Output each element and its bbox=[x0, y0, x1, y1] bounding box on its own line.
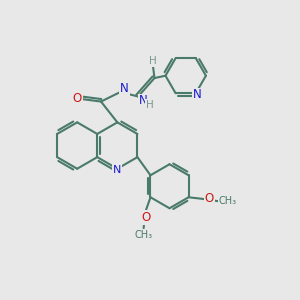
Text: O: O bbox=[73, 92, 82, 105]
Text: CH₃: CH₃ bbox=[219, 196, 237, 206]
Text: O: O bbox=[141, 211, 150, 224]
Text: H: H bbox=[149, 56, 157, 66]
Text: N: N bbox=[193, 88, 202, 101]
Text: N: N bbox=[120, 82, 129, 95]
Text: N: N bbox=[113, 165, 122, 175]
Text: H: H bbox=[146, 100, 153, 110]
Text: N: N bbox=[139, 94, 148, 107]
Text: CH₃: CH₃ bbox=[135, 230, 153, 240]
Text: O: O bbox=[205, 192, 214, 205]
